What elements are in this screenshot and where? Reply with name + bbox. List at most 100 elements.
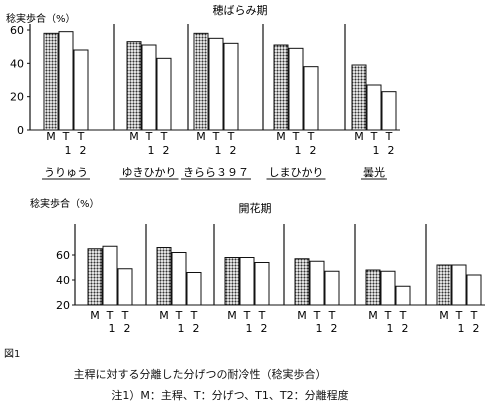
bar-sub-label: 1: [178, 322, 185, 335]
bar-sub-label: 2: [80, 144, 87, 157]
bar-tiller: [208, 37, 224, 131]
bar-sub-label: 2: [402, 322, 409, 335]
bar-label: T: [106, 309, 114, 322]
bar-tiller: [102, 245, 118, 306]
bar-tiller: [117, 268, 133, 306]
bar-tiller: [58, 31, 74, 131]
bar-main-culm: [294, 258, 310, 306]
bar-label: T: [77, 130, 85, 143]
bar-sub-label: 1: [295, 144, 302, 157]
bar-label: T: [227, 130, 235, 143]
bar-label: T: [292, 130, 300, 143]
bar-main-culm: [436, 264, 452, 306]
bar-tiller: [366, 84, 382, 131]
bar-sub-label: 2: [331, 322, 338, 335]
bar-tiller: [324, 270, 340, 306]
bar-sub-label: 1: [109, 322, 116, 335]
bar-label: M: [439, 309, 449, 322]
bar-label: T: [399, 309, 407, 322]
bar-label: M: [368, 309, 378, 322]
bar-label: M: [227, 309, 237, 322]
bar-sub-label: 1: [246, 322, 253, 335]
bar-main-culm: [156, 247, 172, 306]
bar-main-culm: [87, 248, 103, 306]
bar-main-culm: [43, 32, 59, 131]
bar-label: T: [470, 309, 478, 322]
y-tick-label: 0: [17, 124, 24, 137]
bar-sub-label: 2: [124, 322, 131, 335]
bar-label: T: [307, 130, 315, 143]
bar-tiller: [395, 285, 411, 306]
bar-sub-label: 2: [388, 144, 395, 157]
bar-label: M: [196, 130, 206, 143]
bar-label: M: [129, 130, 139, 143]
bar-sub-label: 2: [193, 322, 200, 335]
y-tick-label: 20: [56, 299, 70, 312]
bar-tiller: [171, 252, 187, 306]
bar-main-culm: [224, 257, 240, 306]
bar-sub-label: 2: [473, 322, 480, 335]
category-label: ゆきひかり: [122, 166, 177, 179]
figure-caption: 主稈に対する分離した分げつの耐冷性（稔実歩合）: [73, 368, 327, 381]
bar-tiller: [223, 42, 239, 131]
category-label: 曇光: [363, 165, 385, 179]
bar-tiller: [466, 274, 482, 306]
bar-label: T: [121, 309, 129, 322]
bar-label: T: [328, 309, 336, 322]
bar-sub-label: 1: [373, 144, 380, 157]
bar-main-culm: [193, 32, 209, 131]
bar-tiller: [186, 272, 202, 306]
bar-tiller: [156, 57, 172, 131]
bar-main-culm: [126, 41, 142, 131]
bar-label: T: [212, 130, 220, 143]
panel-title: 穂ばらみ期: [213, 3, 268, 17]
bar-label: M: [46, 130, 56, 143]
bar-tiller: [239, 257, 255, 306]
bar-sub-label: 2: [310, 144, 317, 157]
bar-label: T: [385, 130, 393, 143]
y-axis-label: 稔実歩合（%）: [30, 197, 100, 210]
y-tick-label: 40: [56, 274, 70, 287]
bar-label: T: [145, 130, 153, 143]
bar-sub-label: 1: [458, 322, 465, 335]
category-label: うりゅう: [44, 166, 88, 179]
figure-note: 注1）M：主稈、T：分げつ、T1、T2：分離程度: [111, 389, 349, 402]
bar-sub-label: 1: [65, 144, 72, 157]
y-tick-label: 40: [10, 57, 24, 70]
bar-tiller: [381, 91, 397, 131]
bar-label: T: [313, 309, 321, 322]
bar-tiller: [288, 47, 304, 131]
bar-label: M: [276, 130, 286, 143]
y-axis-label: 稔実歩合（%）: [6, 12, 76, 25]
bar-tiller: [309, 260, 325, 306]
panel-title: 開花期: [239, 202, 272, 215]
bar-tiller: [451, 264, 467, 306]
bar-sub-label: 2: [261, 322, 268, 335]
bar-label: T: [455, 309, 463, 322]
y-tick-label: 20: [10, 91, 24, 104]
bar-tiller: [141, 44, 157, 131]
bar-tiller: [73, 49, 89, 131]
bar-label: T: [175, 309, 183, 322]
bar-sub-label: 1: [148, 144, 155, 157]
bar-label: T: [62, 130, 70, 143]
bar-tiller: [303, 66, 319, 131]
bar-label: T: [384, 309, 392, 322]
y-tick-label: 60: [56, 249, 70, 262]
bar-label: M: [159, 309, 169, 322]
bar-sub-label: 2: [163, 144, 170, 157]
bar-label: M: [90, 309, 100, 322]
category-label: しまひかり: [269, 166, 324, 179]
bar-label: T: [190, 309, 198, 322]
y-tick-label: 60: [10, 24, 24, 37]
bar-label: M: [354, 130, 364, 143]
bar-sub-label: 2: [230, 144, 237, 157]
category-label: きらら３９７: [183, 166, 249, 179]
bar-label: T: [258, 309, 266, 322]
bar-main-culm: [351, 64, 367, 131]
bar-main-culm: [365, 269, 381, 306]
bar-label: T: [370, 130, 378, 143]
bar-main-culm: [273, 44, 289, 131]
figure-label: 図1: [4, 349, 21, 360]
